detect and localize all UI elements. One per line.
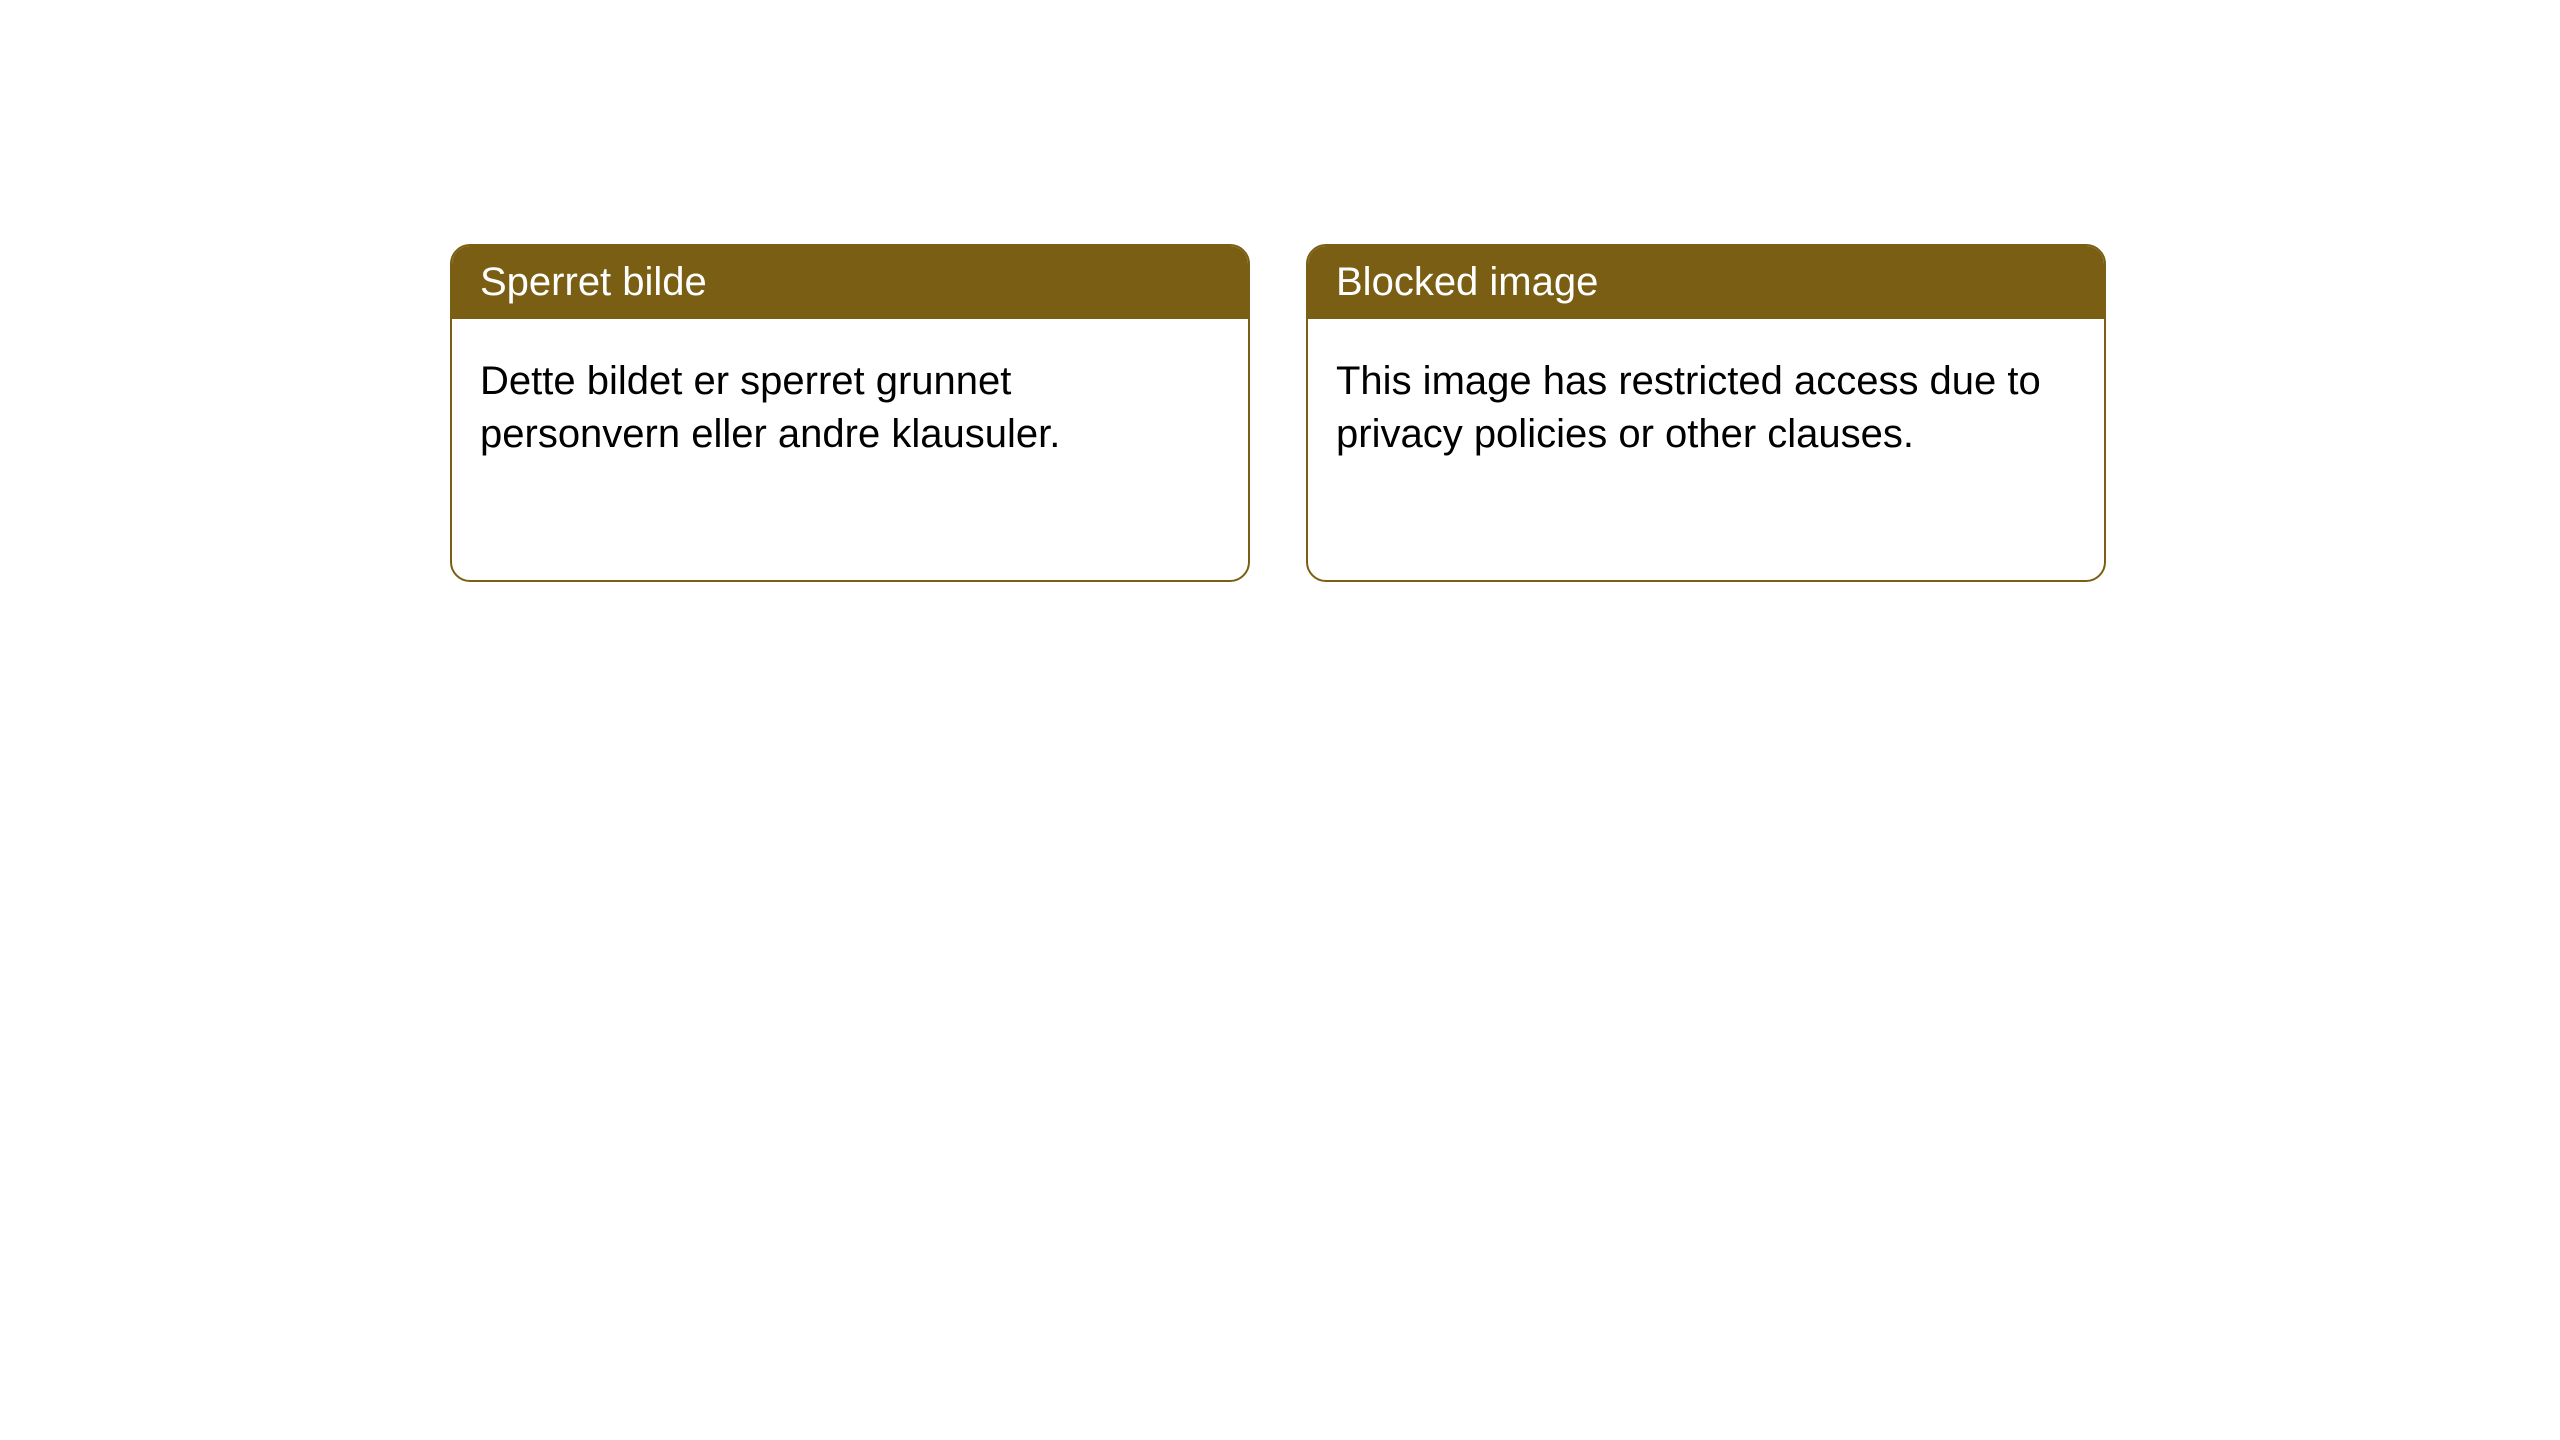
card-title: Sperret bilde: [480, 260, 707, 304]
info-card-norwegian: Sperret bilde Dette bildet er sperret gr…: [450, 244, 1250, 582]
card-body: Dette bildet er sperret grunnet personve…: [452, 319, 1248, 580]
card-header: Sperret bilde: [452, 246, 1248, 319]
card-body-text: Dette bildet er sperret grunnet personve…: [480, 359, 1060, 456]
cards-container: Sperret bilde Dette bildet er sperret gr…: [450, 244, 2106, 582]
card-body-text: This image has restricted access due to …: [1336, 359, 2041, 456]
card-body: This image has restricted access due to …: [1308, 319, 2104, 580]
card-header: Blocked image: [1308, 246, 2104, 319]
card-title: Blocked image: [1336, 260, 1598, 304]
info-card-english: Blocked image This image has restricted …: [1306, 244, 2106, 582]
